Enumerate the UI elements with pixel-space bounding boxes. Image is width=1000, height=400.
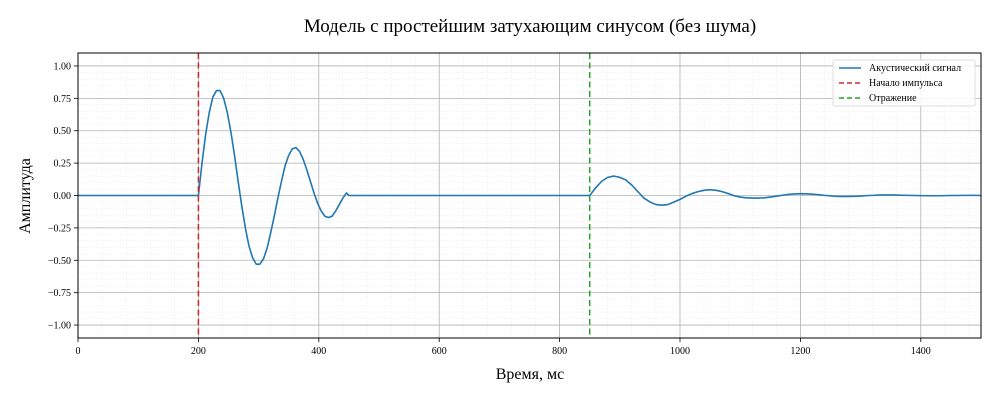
y-tick-label: 0.25 [54, 159, 72, 170]
x-tick-label: 600 [432, 346, 447, 357]
y-tick-label: −0.25 [48, 223, 71, 234]
axis-ticks: 0 200 400 600 800 1000 1200 1400 −1.00 −0.75 −0.50… [48, 61, 931, 357]
x-tick-label: 1200 [790, 346, 810, 357]
legend: Акустический сигнал Начало импульса Отра… [832, 59, 976, 107]
legend-box [832, 59, 976, 107]
y-tick-label: −1.00 [48, 321, 71, 332]
y-axis-label: Амплитуда [17, 158, 34, 234]
plot-content [78, 53, 982, 338]
x-axis-label: Время, мс [496, 366, 564, 383]
y-tick-label: 0.75 [54, 94, 72, 105]
minor-grid [78, 53, 981, 338]
legend-label-signal: Акустический сигнал [869, 63, 961, 74]
signal-line [78, 89, 982, 265]
y-tick-label: 0.50 [54, 126, 72, 137]
x-tick-label: 800 [552, 346, 567, 357]
legend-label-pulse-start: Начало импульса [869, 78, 943, 89]
x-tick-label: 200 [191, 346, 206, 357]
y-tick-label: 0.00 [54, 191, 72, 202]
y-tick-label: −0.75 [48, 288, 71, 299]
y-tick-label: 1.00 [54, 61, 72, 72]
x-tick-label: 1400 [911, 346, 931, 357]
x-tick-label: 0 [76, 346, 81, 357]
chart-title: Модель с простейшим затухающим синусом (… [304, 16, 756, 37]
legend-label-reflection: Отражение [869, 93, 917, 104]
y-tick-label: −0.50 [48, 256, 71, 267]
x-tick-label: 400 [311, 346, 326, 357]
x-tick-label: 1000 [670, 346, 690, 357]
